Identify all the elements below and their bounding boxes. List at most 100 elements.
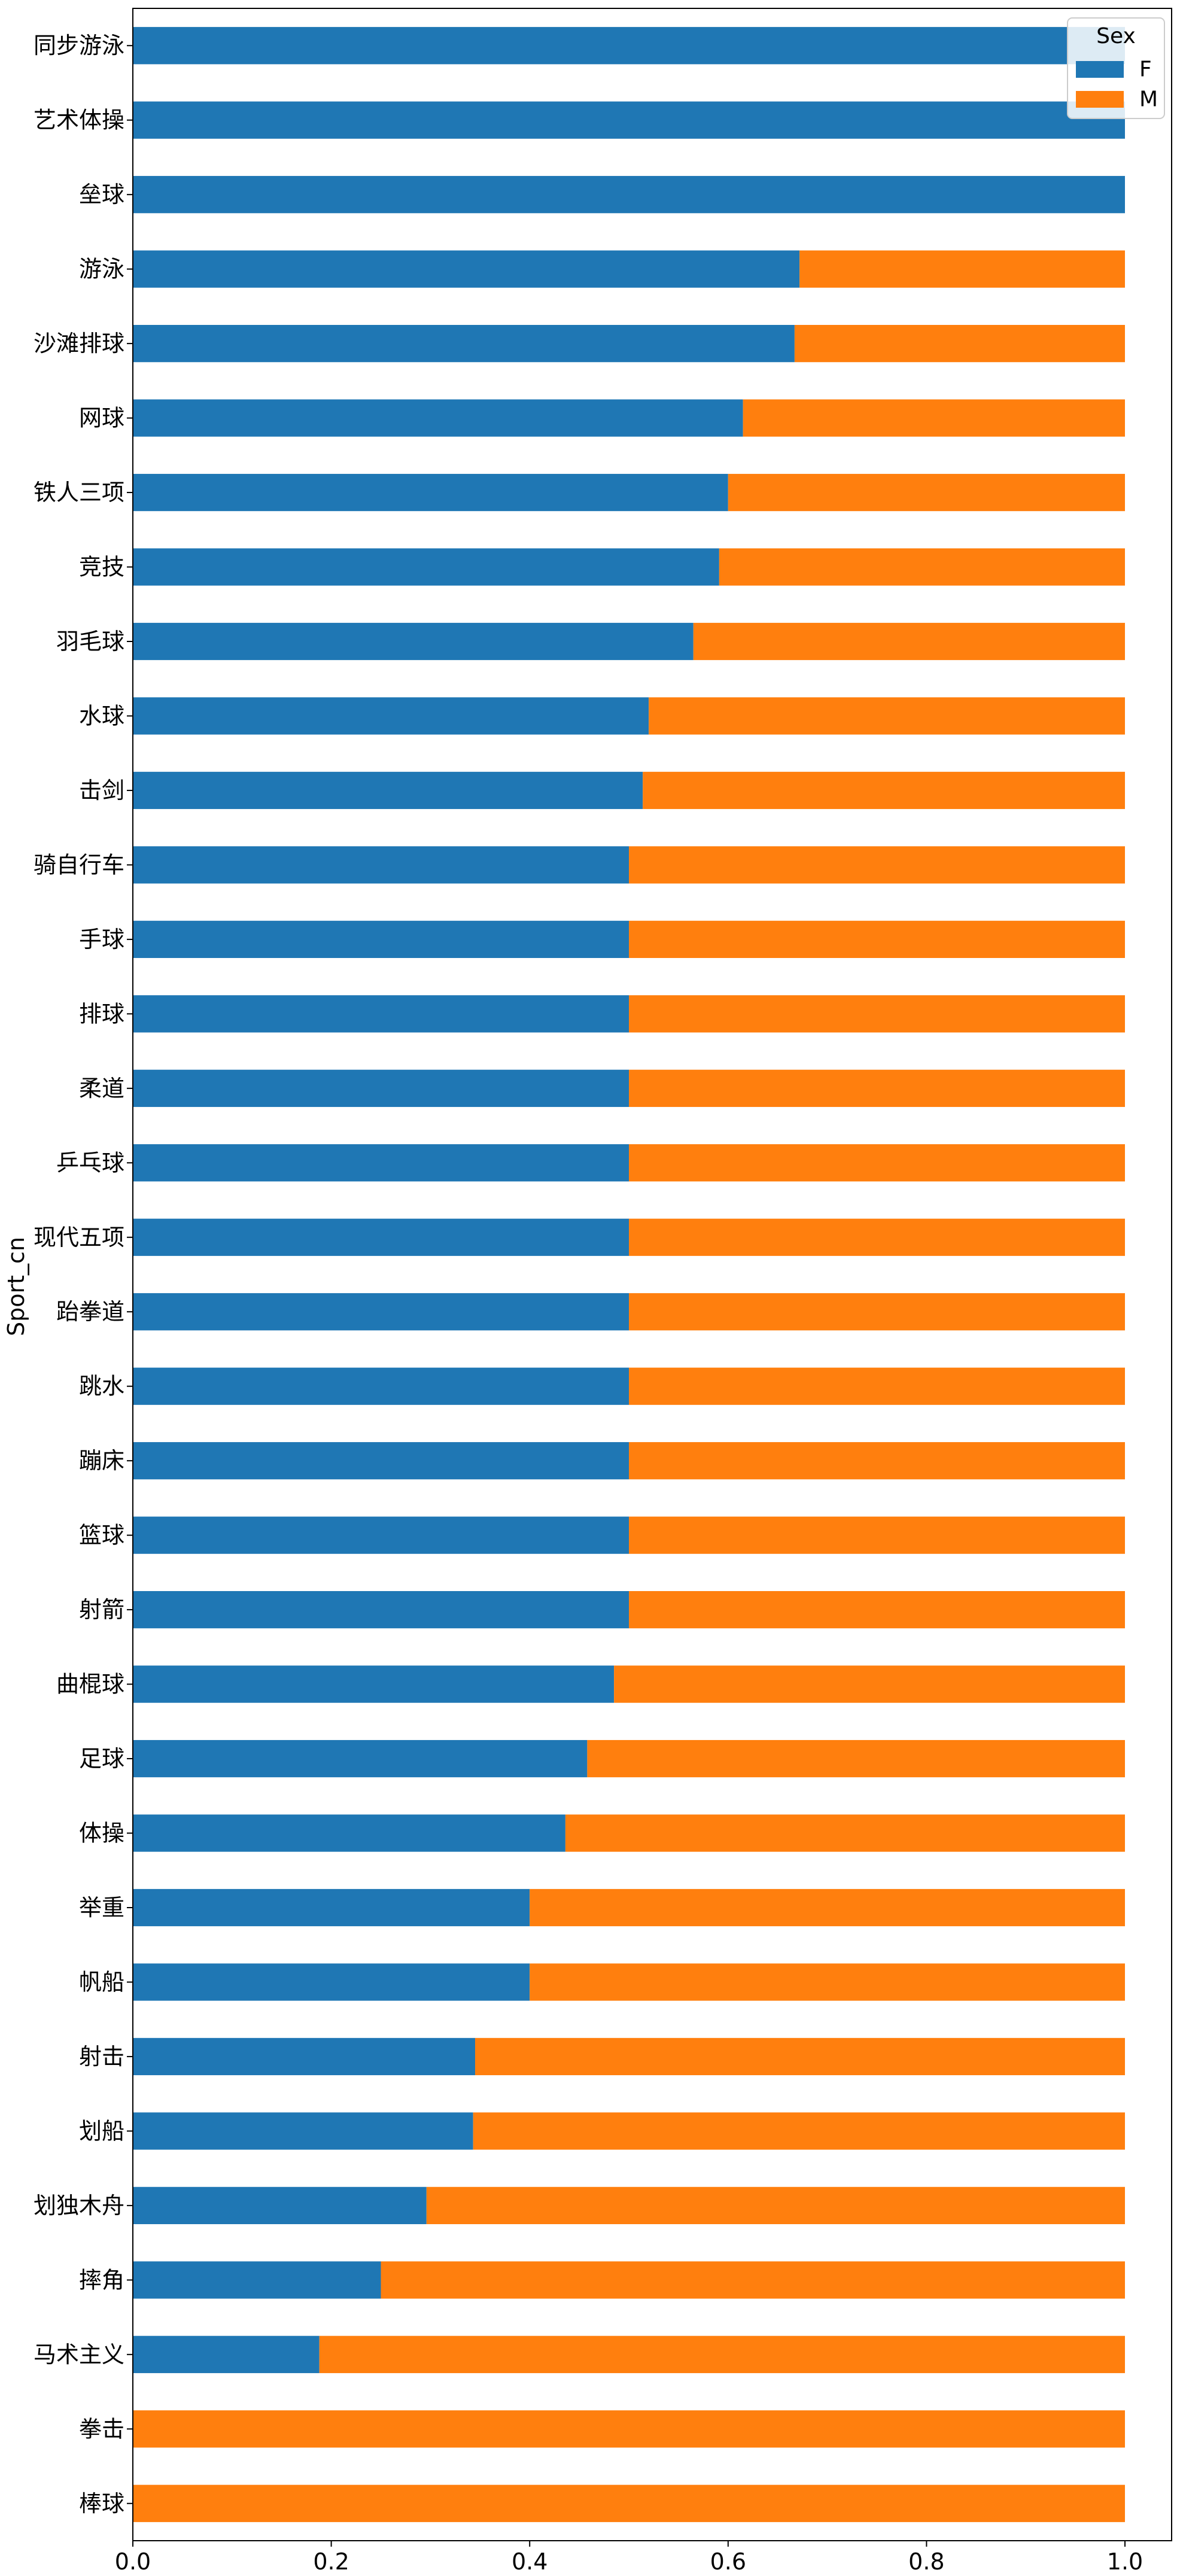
legend-label-f: F [1139,57,1152,82]
bar-m-12 [629,920,1125,958]
x-tick-label: 0.6 [710,2548,746,2574]
bar-f-5 [133,399,743,437]
bar-m-9 [649,697,1125,735]
bar-f-12 [133,920,629,958]
bar-f-27 [133,2037,476,2076]
bar-m-10 [643,771,1125,810]
bar-f-8 [133,622,694,661]
bar-f-19 [133,1442,629,1480]
bar-m-8 [693,622,1125,661]
x-tick-label: 0.8 [908,2548,944,2574]
legend-swatch-f [1076,61,1124,78]
y-tick-label: 现代五项 [34,1224,124,1251]
bar-m-24 [565,1814,1125,1852]
y-tick-label: 排球 [79,1000,124,1027]
bar-m-28 [473,2112,1125,2150]
bar-f-21 [133,1591,629,1629]
y-tick-label: 拳击 [79,2416,124,2442]
y-tick-label: 铁人三项 [34,479,124,506]
legend-swatch-m [1076,91,1124,108]
bar-f-30 [133,2261,381,2299]
legend: Sex FM [1067,17,1165,119]
bar-m-23 [587,1739,1125,1778]
legend-label-m: M [1139,87,1158,112]
bar-f-14 [133,1069,629,1107]
x-tick-label: 0.4 [512,2548,548,2574]
bar-m-3 [799,250,1125,288]
bar-f-1 [133,101,1125,139]
bar-m-7 [719,548,1125,586]
bar-f-25 [133,1888,530,1927]
bar-f-15 [133,1144,629,1182]
bar-f-18 [133,1367,629,1405]
y-tick-label: 曲棍球 [56,1671,124,1698]
bar-f-13 [133,995,629,1033]
plot-frame [132,8,1172,2541]
y-tick-label: 击剑 [79,777,124,804]
bar-m-11 [629,846,1125,884]
bar-f-17 [133,1293,629,1331]
bar-f-28 [133,2112,473,2150]
x-tick-label: 0.2 [313,2548,349,2574]
bar-f-2 [133,176,1125,214]
y-tick-label: 游泳 [79,256,124,282]
y-tick-label: 帆船 [79,1969,124,1995]
x-tick-label: 0.0 [115,2548,151,2574]
bar-m-29 [426,2186,1125,2224]
bar-m-19 [629,1442,1125,1480]
bar-m-21 [629,1591,1125,1629]
y-axis-label: Sport_cn [3,1237,29,1336]
bar-m-13 [629,995,1125,1033]
bar-m-5 [743,399,1125,437]
y-tick-label: 网球 [79,405,124,431]
bar-f-26 [133,1963,530,2001]
x-axis-ticks: 0.0 0.2 0.4 0.6 0.8 1.0 [115,2541,1143,2575]
y-tick-label: 羽毛球 [56,628,124,655]
bar-f-0 [133,27,1125,65]
y-tick-label: 竞技 [79,554,124,580]
y-tick-label: 篮球 [79,1522,124,1549]
bar-m-16 [629,1218,1125,1256]
y-tick-label: 同步游泳 [34,32,124,59]
bar-f-6 [133,473,728,512]
bar-f-11 [133,846,629,884]
bar-m-15 [629,1144,1125,1182]
bar-f-22 [133,1665,615,1703]
y-tick-label: 骑自行车 [34,851,124,878]
bar-f-3 [133,250,800,288]
x-tick-label: 1.0 [1107,2548,1143,2574]
y-tick-label: 射击 [79,2043,124,2070]
bar-f-31 [133,2335,320,2373]
y-tick-label: 乒乓球 [56,1149,124,1176]
y-tick-label: 举重 [79,1894,124,1921]
bar-m-6 [728,473,1125,512]
bar-m-25 [530,1888,1125,1927]
bar-f-10 [133,771,643,810]
bar-m-26 [530,1963,1125,2001]
bar-m-22 [614,1665,1125,1703]
y-tick-label: 划船 [79,2118,124,2144]
bar-m-20 [629,1516,1125,1554]
bar-m-31 [319,2335,1125,2373]
legend-title: Sex [1096,24,1136,48]
bar-m-32 [133,2410,1125,2448]
y-tick-label: 射箭 [79,1596,124,1623]
y-tick-label: 足球 [79,1745,124,1772]
bar-m-30 [381,2261,1125,2299]
bar-f-23 [133,1739,588,1778]
y-tick-label: 柔道 [79,1075,124,1102]
y-tick-label: 跆拳道 [56,1298,124,1325]
y-tick-label: 棒球 [79,2490,124,2517]
bar-f-9 [133,697,649,735]
bars-group [133,27,1125,2522]
y-tick-label: 摔角 [79,2267,124,2293]
bar-m-33 [133,2484,1125,2522]
y-tick-label: 手球 [79,926,124,953]
bar-f-24 [133,1814,565,1852]
y-tick-label: 垒球 [79,181,124,208]
y-tick-label: 跳水 [79,1373,124,1400]
y-tick-label: 艺术体操 [34,107,124,133]
y-tick-label: 划独木舟 [34,2192,124,2219]
y-tick-label: 马术主义 [34,2341,124,2368]
